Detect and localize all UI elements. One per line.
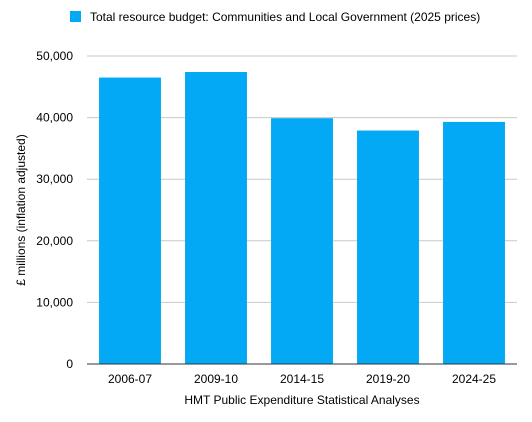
x-axis-title: HMT Public Expenditure Statistical Analy… bbox=[184, 393, 419, 407]
legend-label: Total resource budget: Communities and L… bbox=[90, 10, 480, 24]
x-tick-label: 2006-07 bbox=[108, 372, 152, 386]
y-tick-label: 30,000 bbox=[36, 172, 73, 186]
legend: Total resource budget: Communities and L… bbox=[70, 10, 480, 24]
y-tick-label: 40,000 bbox=[36, 111, 73, 125]
x-tick-label: 2014-15 bbox=[280, 372, 324, 386]
y-tick-label: 50,000 bbox=[36, 49, 73, 63]
legend-swatch bbox=[70, 11, 81, 22]
bar bbox=[443, 121, 505, 364]
bar bbox=[357, 130, 419, 364]
x-tick-label: 2024-25 bbox=[452, 372, 496, 386]
bar bbox=[185, 72, 247, 365]
bar bbox=[271, 118, 333, 364]
y-tick-label: 20,000 bbox=[36, 234, 73, 248]
y-axis-title: £ millions (inflation adjusted) bbox=[14, 134, 28, 285]
y-tick-labels: 0 10,000 20,000 30,000 40,000 50,000 bbox=[36, 49, 73, 371]
y-tick-label: 10,000 bbox=[36, 295, 73, 309]
bars bbox=[99, 72, 505, 365]
bar bbox=[99, 77, 161, 364]
x-tick-label: 2019-20 bbox=[366, 372, 410, 386]
x-tick-label: 2009-10 bbox=[194, 372, 238, 386]
y-tick-label: 0 bbox=[66, 357, 73, 371]
x-tick-labels: 2006-07 2009-10 2014-15 2019-20 2024-25 bbox=[108, 372, 496, 386]
